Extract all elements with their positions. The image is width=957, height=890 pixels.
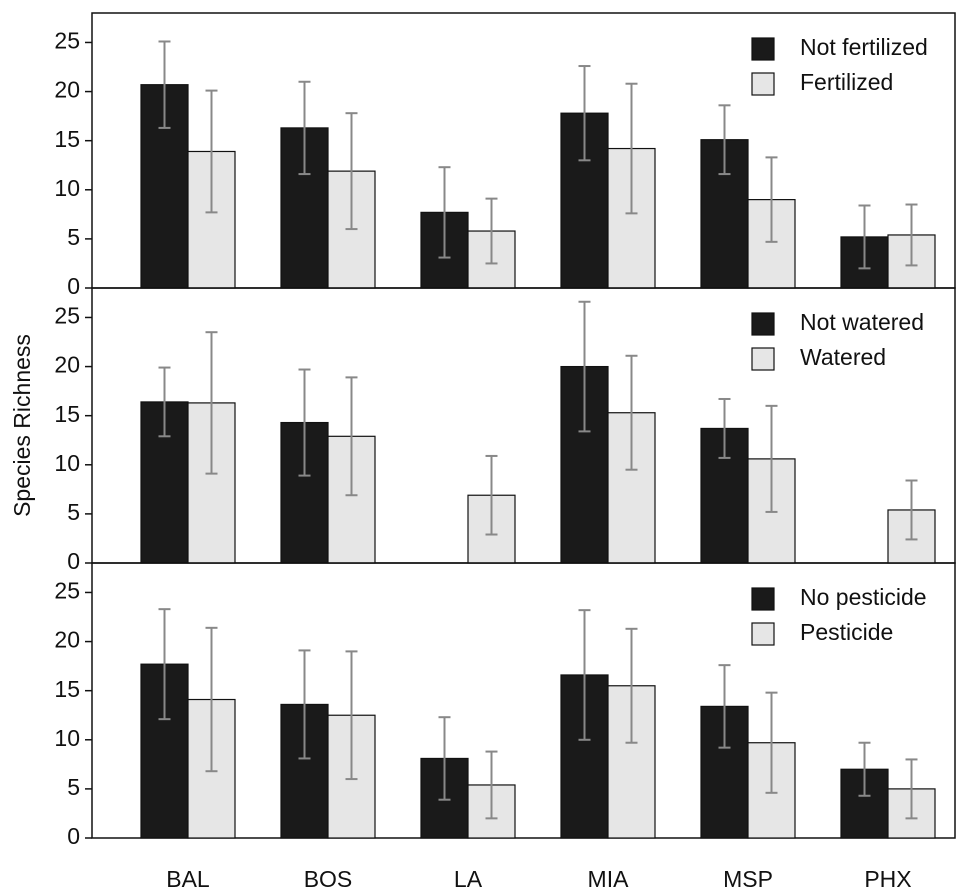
y-tick-label: 0 — [67, 273, 80, 299]
y-axis-label: Species Richness — [9, 334, 35, 517]
y-tick-label: 20 — [54, 77, 80, 103]
legend-label: Not fertilized — [800, 34, 928, 60]
legend-swatch — [751, 347, 775, 371]
legend-label: Fertilized — [800, 69, 893, 95]
y-tick-label: 0 — [67, 548, 80, 574]
y-tick-label: 5 — [67, 224, 80, 250]
x-tick-label: BOS — [304, 866, 353, 890]
x-tick-label: BAL — [166, 866, 210, 890]
legend-swatch — [751, 72, 775, 96]
y-tick-label: 20 — [54, 352, 80, 378]
legend-label: Not watered — [800, 309, 924, 335]
x-tick-label: PHX — [864, 866, 911, 890]
y-tick-label: 25 — [54, 303, 80, 329]
legend-label: No pesticide — [800, 584, 927, 610]
x-tick-label: MSP — [723, 866, 773, 890]
y-tick-label: 25 — [54, 578, 80, 604]
y-tick-label: 10 — [54, 450, 80, 476]
legend-swatch — [751, 37, 775, 61]
legend-label: Watered — [800, 344, 886, 370]
legend-swatch — [751, 587, 775, 611]
y-tick-label: 0 — [67, 823, 80, 849]
y-tick-label: 15 — [54, 401, 80, 427]
x-tick-label: MIA — [588, 866, 630, 890]
y-tick-label: 10 — [54, 725, 80, 751]
y-tick-label: 15 — [54, 676, 80, 702]
legend-swatch — [751, 312, 775, 336]
y-tick-label: 10 — [54, 175, 80, 201]
plot-frame — [91, 562, 956, 839]
y-tick-label: 5 — [67, 774, 80, 800]
x-tick-label: LA — [454, 866, 483, 890]
y-tick-label: 25 — [54, 28, 80, 54]
legend-swatch — [751, 622, 775, 646]
y-tick-label: 5 — [67, 499, 80, 525]
y-tick-label: 15 — [54, 126, 80, 152]
y-tick-label: 20 — [54, 627, 80, 653]
legend-label: Pesticide — [800, 619, 893, 645]
bar — [700, 705, 749, 839]
